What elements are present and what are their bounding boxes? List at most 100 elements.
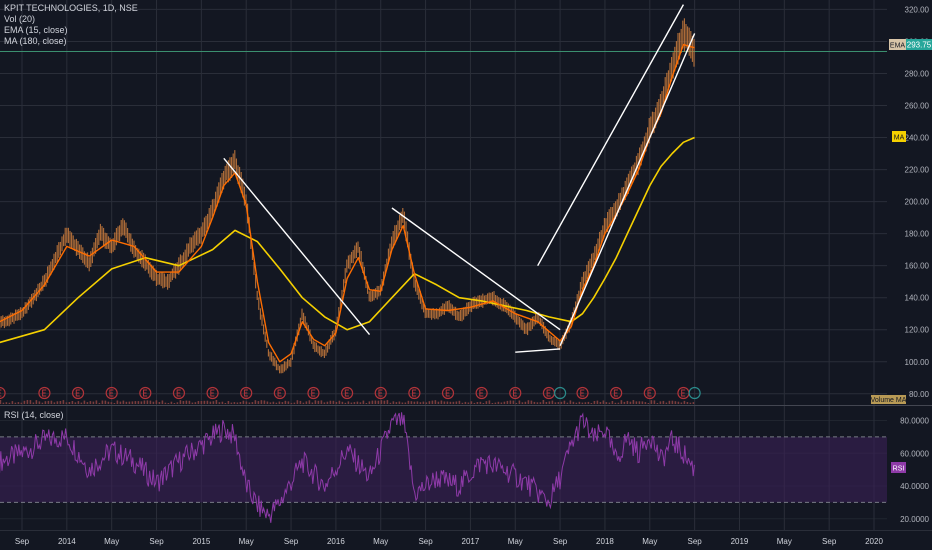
time-tick-label: Sep xyxy=(15,537,30,546)
volume-bar xyxy=(266,401,269,404)
volume-bar xyxy=(74,402,77,404)
dividend-marker-icon[interactable] xyxy=(554,386,567,400)
volume-bar xyxy=(92,401,95,404)
earnings-glyph xyxy=(0,389,2,397)
volume-bar xyxy=(0,400,2,404)
volume-bar xyxy=(185,400,188,404)
earnings-marker-icon[interactable] xyxy=(341,386,354,400)
volume-bar xyxy=(518,400,521,404)
earnings-glyph xyxy=(378,389,383,397)
volume-bar xyxy=(503,401,506,404)
volume-bar xyxy=(152,401,155,404)
volume-bar xyxy=(440,400,443,404)
volume-bar xyxy=(464,401,467,404)
event-markers[interactable] xyxy=(0,386,701,400)
volume-bar xyxy=(479,401,482,404)
earnings-glyph xyxy=(512,389,518,397)
ema-tag-box xyxy=(889,39,906,50)
trendline[interactable] xyxy=(559,33,696,347)
earnings-marker-icon[interactable] xyxy=(105,386,118,400)
trendline[interactable] xyxy=(537,4,685,267)
volume-bar xyxy=(608,402,611,404)
ema-layer xyxy=(0,43,695,363)
earnings-marker-icon[interactable] xyxy=(273,386,286,400)
volume-bar xyxy=(551,400,554,404)
volume-bar xyxy=(428,401,431,404)
volume-bar xyxy=(239,402,242,404)
earnings-marker-icon[interactable] xyxy=(475,386,488,400)
earnings-marker-icon[interactable] xyxy=(71,386,85,400)
time-tick-label: 2014 xyxy=(58,537,76,546)
price-tick-label: 320.00 xyxy=(905,5,930,14)
symbol-title[interactable]: KPIT TECHNOLOGIES, 1D, NSE xyxy=(4,3,138,13)
dividend-marker-icon[interactable] xyxy=(688,386,701,400)
volume-bar xyxy=(413,401,416,404)
earnings-marker-icon[interactable] xyxy=(240,386,253,400)
volume-bar xyxy=(365,403,368,404)
earnings-marker-icon[interactable] xyxy=(38,386,51,400)
volume-bar xyxy=(434,400,437,404)
volume-bar xyxy=(149,400,152,404)
earnings-marker-icon[interactable] xyxy=(509,386,522,400)
volume-bar xyxy=(227,401,230,404)
earnings-glyph xyxy=(344,389,349,397)
earnings-marker-icon[interactable] xyxy=(610,386,623,400)
legend-volume[interactable]: Vol (20) xyxy=(4,14,36,24)
earnings-marker-icon[interactable] xyxy=(172,386,186,400)
volume-bar xyxy=(488,400,491,404)
earnings-glyph xyxy=(277,389,282,397)
earnings-marker-icon[interactable] xyxy=(307,386,320,400)
earnings-marker-icon[interactable] xyxy=(576,386,589,400)
volume-bar xyxy=(602,400,605,404)
volume-bar xyxy=(302,402,305,404)
volume-bar xyxy=(71,401,74,404)
volume-bar xyxy=(533,401,536,404)
trendline[interactable] xyxy=(391,207,561,331)
volume-bar xyxy=(161,400,164,404)
earnings-marker-icon[interactable] xyxy=(0,386,6,400)
time-tick-label: Sep xyxy=(822,537,837,546)
volume-bar xyxy=(515,402,518,404)
earnings-marker-icon[interactable] xyxy=(139,386,152,400)
time-tick-label: Sep xyxy=(418,537,433,546)
rsi-axis[interactable]: 20.0000 40.0000 60.0000 80.0000 xyxy=(900,416,929,523)
earnings-marker-icon[interactable] xyxy=(206,386,219,400)
volume-bar xyxy=(407,400,410,404)
volume-bar xyxy=(629,401,632,404)
volume-bar xyxy=(125,401,128,404)
volume-bar xyxy=(131,401,134,404)
volume-bar xyxy=(461,402,464,404)
earnings-marker-icon[interactable] xyxy=(643,386,656,400)
price-tick-label: 180.00 xyxy=(905,230,930,239)
time-tick-label: 2020 xyxy=(865,537,883,546)
volume-bar xyxy=(290,402,293,404)
trendline[interactable] xyxy=(515,348,561,353)
volume-bar xyxy=(362,400,365,404)
time-tick-label: May xyxy=(373,537,388,546)
volume-bar xyxy=(101,400,104,404)
price-tick-label: 240.00 xyxy=(905,134,930,143)
volume-bar xyxy=(416,401,419,404)
volume-bar xyxy=(170,401,173,404)
earnings-marker-icon[interactable] xyxy=(374,386,387,400)
volume-bar xyxy=(23,400,26,404)
legend-ema[interactable]: EMA (15, close) xyxy=(4,25,68,35)
earnings-marker-icon[interactable] xyxy=(441,386,455,400)
earnings-glyph xyxy=(243,389,249,397)
volume-bar xyxy=(389,402,392,404)
legend-ma[interactable]: MA (180, close) xyxy=(4,36,67,46)
volume-bar xyxy=(14,402,17,404)
trendline[interactable] xyxy=(223,157,371,335)
earnings-marker-icon[interactable] xyxy=(408,386,421,400)
volume-bar xyxy=(353,402,356,404)
volume-bar xyxy=(335,402,338,404)
time-axis[interactable]: Sep 2014 May Sep 2015 May Sep 2016 May Sep 2017 May… xyxy=(15,537,884,546)
rsi-title[interactable]: RSI (14, close) xyxy=(4,410,64,420)
earnings-glyph xyxy=(681,389,686,397)
last-price-box xyxy=(906,39,932,50)
volume-bar xyxy=(398,401,401,404)
trendlines[interactable] xyxy=(223,4,696,353)
volume-bar xyxy=(86,402,89,404)
